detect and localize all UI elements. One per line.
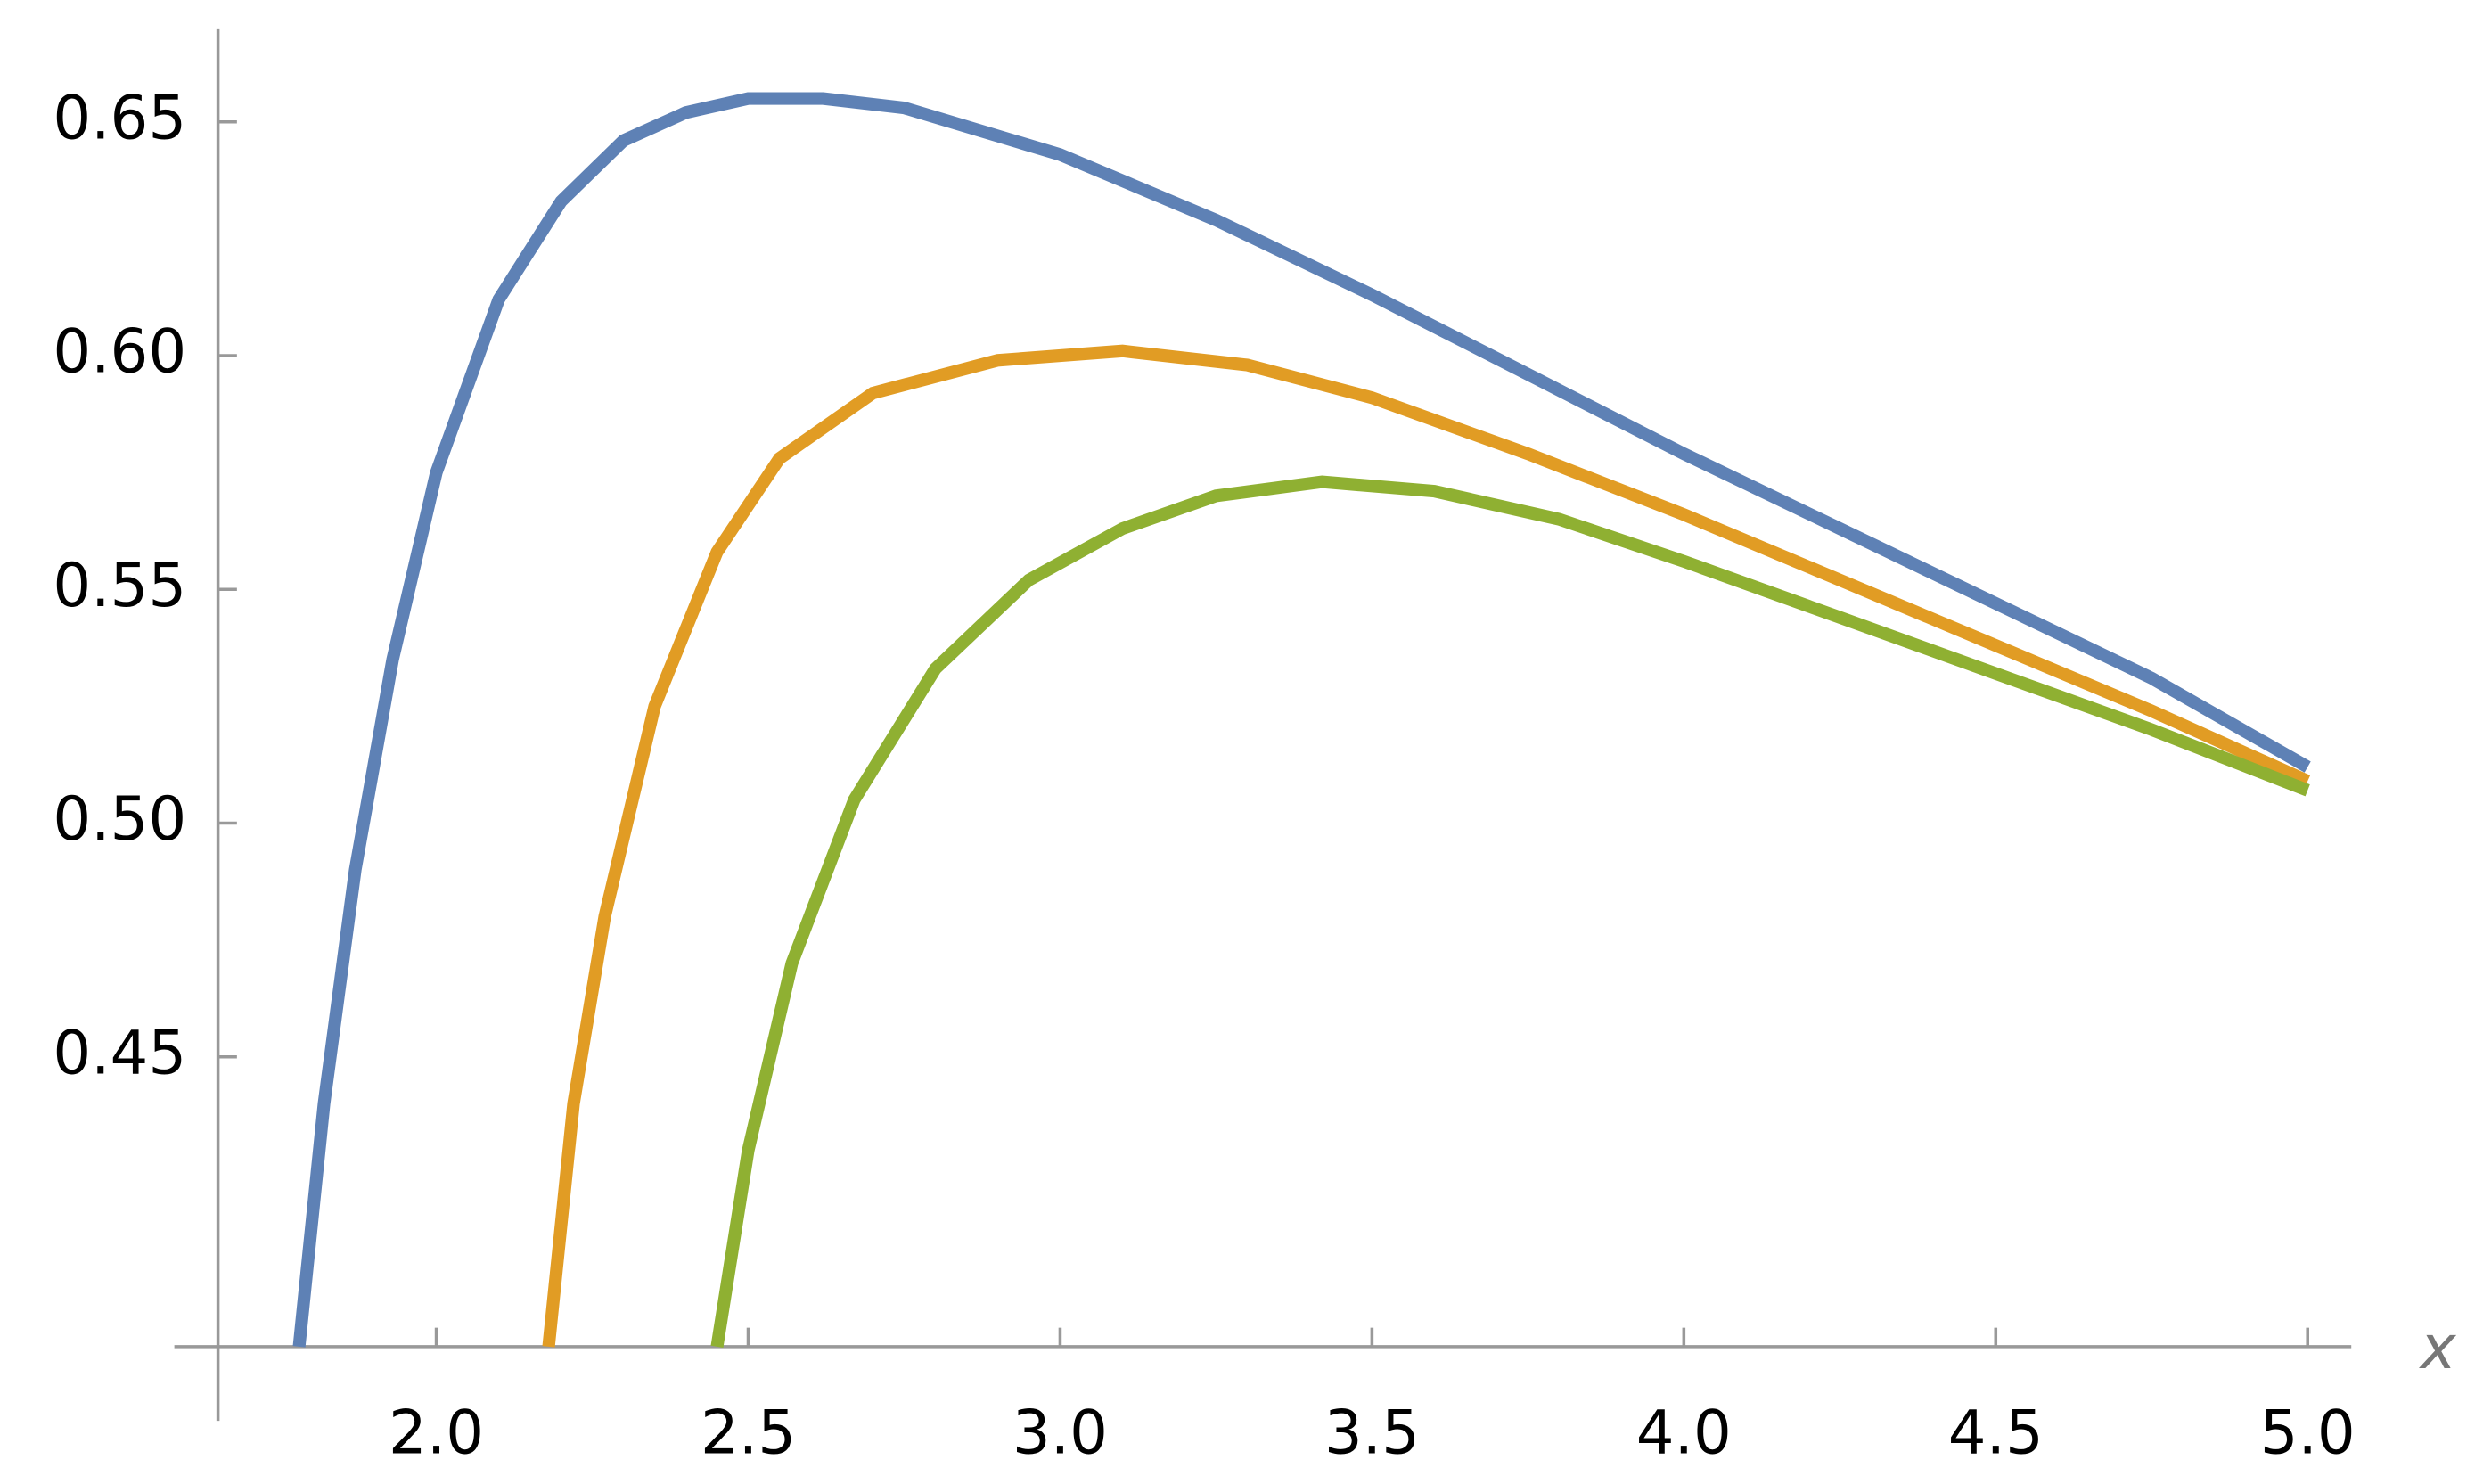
line-series	[292, 92, 2311, 1348]
y-tick-label: 0.55	[53, 551, 186, 620]
x-tick-label: 2.0	[389, 1398, 484, 1467]
x-tick-label: 2.5	[701, 1398, 796, 1467]
y-tick-label: 0.60	[53, 317, 186, 387]
y-tick-label: 0.45	[53, 1018, 186, 1087]
y-tick-label: 0.50	[53, 784, 186, 854]
x-axis-label: x	[2419, 1313, 2457, 1382]
line-series	[710, 475, 2310, 1349]
line-series	[542, 344, 2311, 1348]
x-tick-label: 3.5	[1324, 1398, 1420, 1467]
x-tick-label: 3.0	[1012, 1398, 1108, 1467]
x-tick-label: 4.5	[1948, 1398, 2044, 1467]
x-tick-label: 5.0	[2260, 1398, 2356, 1467]
y-tick-label: 0.65	[53, 83, 186, 152]
x-tick-label: 4.0	[1636, 1398, 1732, 1467]
